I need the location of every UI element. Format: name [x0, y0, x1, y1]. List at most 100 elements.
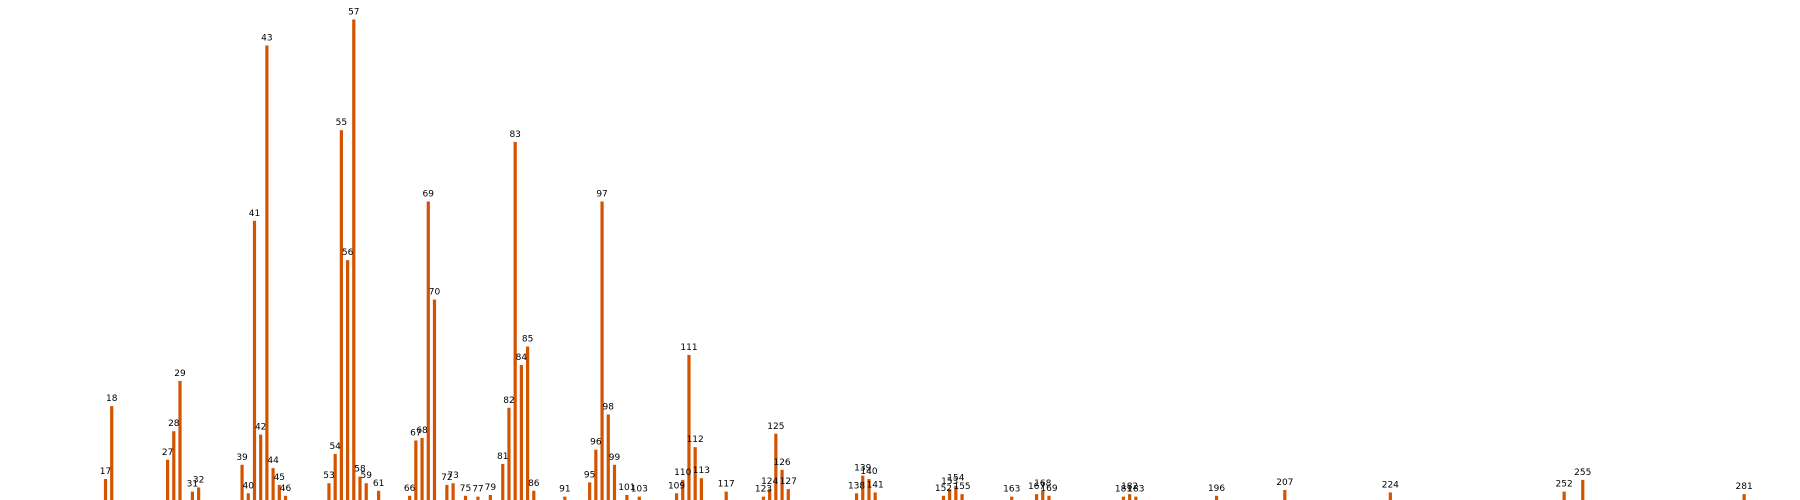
bar-54 — [333, 453, 337, 500]
bar-label-169: 169 — [1040, 484, 1057, 494]
bar-168 — [1041, 490, 1045, 500]
bar-label-59: 59 — [360, 471, 372, 481]
bar-label-45: 45 — [274, 473, 285, 483]
bar-label-141: 141 — [867, 480, 884, 490]
bar-32 — [197, 487, 201, 500]
bar-label-196: 196 — [1208, 484, 1225, 494]
bar-124 — [768, 489, 772, 500]
bar-label-57: 57 — [348, 7, 359, 17]
bar-140 — [867, 479, 871, 500]
bar-97 — [600, 201, 604, 500]
bar-152 — [941, 495, 946, 500]
bar-57 — [352, 19, 356, 500]
bar-75 — [463, 495, 468, 500]
bar-label-98: 98 — [603, 402, 615, 412]
bar-series — [103, 19, 1746, 500]
bar-139 — [861, 475, 865, 500]
bar-86 — [532, 490, 536, 500]
bar-label-103: 103 — [631, 485, 648, 495]
bar-141 — [873, 492, 877, 500]
bar-56 — [345, 260, 350, 500]
bar-label-207: 207 — [1276, 478, 1293, 488]
bar-label-124: 124 — [761, 477, 778, 487]
bar-99 — [612, 464, 617, 500]
bar-42 — [259, 434, 263, 500]
bar-label-155: 155 — [953, 482, 970, 492]
bar-153 — [948, 489, 952, 500]
bar-label-138: 138 — [848, 481, 865, 491]
bar-138 — [854, 493, 859, 500]
bar-label-77: 77 — [472, 485, 483, 495]
bar-label-152: 152 — [935, 484, 952, 494]
bar-label-154: 154 — [947, 474, 964, 484]
bar-label-125: 125 — [767, 422, 784, 432]
bar-73 — [451, 483, 455, 500]
bar-117 — [724, 491, 728, 500]
bar-252 — [1562, 491, 1566, 500]
bar-label-73: 73 — [447, 471, 458, 481]
bar-125 — [774, 433, 778, 500]
bar-label-167: 167 — [1028, 482, 1045, 492]
bar-label-41: 41 — [249, 209, 260, 219]
bar-61 — [377, 490, 381, 500]
bar-label-55: 55 — [336, 118, 347, 128]
bar-207 — [1283, 489, 1287, 500]
bar-31 — [190, 491, 195, 500]
bar-label-95: 95 — [584, 470, 595, 480]
bar-101 — [625, 494, 629, 500]
bar-label-27: 27 — [162, 448, 173, 458]
bar-182 — [1128, 494, 1132, 500]
bar-label-126: 126 — [773, 458, 790, 468]
bar-68 — [420, 437, 424, 500]
bar-103 — [637, 496, 641, 500]
bar-label-281: 281 — [1736, 482, 1753, 492]
bar-label-54: 54 — [329, 442, 341, 452]
bar-label-79: 79 — [485, 483, 497, 493]
bar-label-31: 31 — [187, 480, 198, 490]
bar-77 — [476, 496, 480, 500]
bar-43 — [265, 45, 269, 500]
bar-label-43: 43 — [261, 33, 272, 43]
bar-44 — [271, 468, 275, 500]
bar-53 — [327, 483, 331, 500]
bar-label-53: 53 — [323, 471, 334, 481]
bar-label-110: 110 — [674, 468, 691, 478]
bar-label-163: 163 — [1003, 485, 1020, 495]
bar-113 — [699, 478, 703, 500]
bar-169 — [1047, 495, 1051, 500]
bar-163 — [1010, 496, 1014, 500]
bar-45 — [277, 484, 281, 500]
bar-label-182: 182 — [1121, 482, 1138, 492]
bar-label-91: 91 — [559, 485, 570, 495]
bar-155 — [960, 494, 964, 500]
bar-110 — [681, 479, 685, 500]
bar-label-69: 69 — [423, 189, 435, 199]
bar-46 — [283, 495, 288, 500]
bar-label-252: 252 — [1556, 480, 1573, 490]
bar-98 — [606, 414, 610, 500]
bar-83 — [513, 141, 517, 500]
bar-label-168: 168 — [1034, 479, 1051, 489]
bar-66 — [408, 495, 412, 500]
bar-label-18: 18 — [106, 394, 118, 404]
bar-255 — [1581, 479, 1585, 500]
bar-112 — [693, 447, 697, 500]
bar-label-68: 68 — [416, 426, 428, 436]
bar-label-255: 255 — [1574, 468, 1591, 478]
bar-label-113: 113 — [693, 466, 710, 476]
bar-67 — [414, 440, 418, 500]
bar-29 — [178, 380, 182, 500]
bar-183 — [1134, 496, 1138, 500]
bar-label-84: 84 — [516, 353, 528, 363]
bar-label-70: 70 — [429, 288, 441, 298]
bar-label-127: 127 — [780, 477, 797, 487]
bar-label-96: 96 — [590, 438, 602, 448]
bar-95 — [588, 482, 592, 500]
bar-label-66: 66 — [404, 484, 416, 494]
bar-label-224: 224 — [1382, 480, 1399, 490]
bar-label-32: 32 — [193, 475, 204, 485]
bar-18 — [110, 406, 114, 500]
bar-label-67: 67 — [410, 428, 421, 438]
bar-label-101: 101 — [618, 483, 635, 493]
